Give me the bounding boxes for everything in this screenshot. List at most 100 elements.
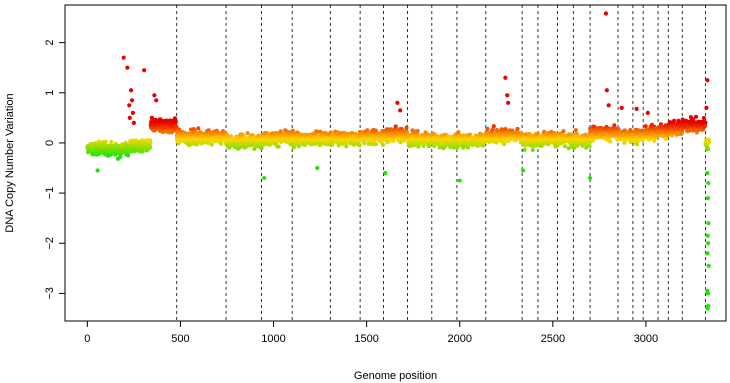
outlier-point: [154, 98, 159, 103]
outlier-point: [704, 105, 709, 110]
data-point: [481, 143, 486, 148]
y-tick-label: 2: [44, 40, 56, 46]
data-point: [523, 132, 528, 137]
outlier-point: [130, 110, 136, 115]
data-point: [118, 154, 123, 159]
x-tick-label: 0: [84, 333, 90, 345]
outlier-point: [127, 115, 132, 120]
data-point: [103, 139, 108, 144]
outlier-point: [706, 221, 711, 226]
data-point: [402, 138, 407, 143]
x-tick-label: 2000: [447, 333, 471, 345]
data-point: [652, 138, 657, 143]
data-point: [261, 142, 266, 147]
data-point: [591, 138, 596, 143]
data-point: [132, 149, 137, 154]
data-point: [539, 143, 544, 148]
data-point: [490, 127, 495, 132]
outlier-point: [457, 178, 462, 183]
outlier-point: [587, 175, 593, 181]
outlier-point: [705, 233, 710, 238]
outlier-point: [705, 78, 710, 83]
outlier-point: [129, 88, 134, 93]
data-point: [283, 128, 288, 133]
data-point: [694, 114, 699, 119]
outlier-point: [95, 168, 100, 173]
outlier-point: [129, 98, 135, 103]
data-point: [245, 131, 250, 136]
data-point: [373, 128, 378, 133]
data-point: [491, 124, 496, 129]
data-point: [427, 143, 432, 148]
data-point: [404, 125, 409, 130]
data-point: [357, 143, 362, 148]
outlier-point: [705, 170, 710, 176]
outlier-point: [127, 103, 132, 108]
data-point: [705, 147, 710, 152]
outlier-point: [634, 106, 639, 111]
data-point: [393, 124, 398, 129]
x-axis: 0 500 1000 1500 2000 2500 3000: [84, 321, 658, 345]
data-point: [561, 129, 566, 134]
segment-boundaries: [176, 5, 706, 321]
outlier-point: [619, 105, 624, 110]
data-point: [467, 132, 472, 137]
outlier-point: [645, 110, 650, 115]
data-point: [276, 144, 281, 149]
data-point: [415, 129, 420, 134]
data-point: [233, 145, 238, 150]
data-point: [340, 141, 345, 146]
data-point: [126, 153, 131, 158]
y-tick-label: 1: [44, 90, 56, 96]
data-point: [330, 141, 335, 146]
data-point: [129, 149, 134, 154]
outlier-point: [705, 251, 710, 256]
data-point: [587, 144, 592, 149]
outlier-point: [395, 100, 400, 105]
data-point: [196, 126, 201, 131]
x-tick-label: 3000: [634, 333, 658, 345]
data-point: [296, 144, 301, 149]
data-point: [522, 147, 527, 152]
data-point: [515, 126, 520, 131]
y-tick-label: 0: [44, 140, 56, 146]
outlier-point: [125, 65, 130, 70]
outlier-point: [706, 263, 711, 268]
outlier-point: [505, 93, 510, 98]
data-point: [344, 144, 349, 149]
data-point: [209, 142, 214, 147]
data-point: [218, 141, 223, 146]
data-point: [703, 124, 708, 129]
outlier-point: [706, 241, 711, 246]
data-point: [503, 127, 508, 132]
outlier-point: [315, 165, 320, 171]
y-axis-title: DNA Copy Number Variation: [4, 93, 16, 232]
outlier-point: [604, 88, 609, 93]
data-point: [502, 142, 507, 147]
x-tick-label: 500: [171, 333, 189, 345]
data-point: [381, 142, 386, 147]
data-point: [622, 138, 627, 143]
data-point: [373, 142, 378, 147]
outlier-point: [705, 196, 711, 201]
outlier-point: [121, 55, 126, 60]
x-tick-label: 1000: [261, 333, 285, 345]
outlier-point: [152, 93, 157, 98]
data-point: [148, 145, 153, 150]
data-point: [587, 140, 592, 145]
data-point: [573, 128, 578, 133]
data-point: [707, 138, 712, 143]
outlier-point: [705, 306, 710, 311]
data-point: [701, 116, 706, 121]
outlier-point: [503, 75, 508, 80]
x-tick-label: 2500: [541, 333, 565, 345]
data-point: [608, 139, 613, 144]
x-tick-label: 1500: [354, 333, 378, 345]
data-point: [173, 119, 178, 124]
data-point: [391, 138, 396, 143]
data-points: [85, 11, 712, 311]
data-point: [109, 139, 114, 144]
data-point: [643, 124, 648, 129]
data-point: [140, 149, 145, 154]
